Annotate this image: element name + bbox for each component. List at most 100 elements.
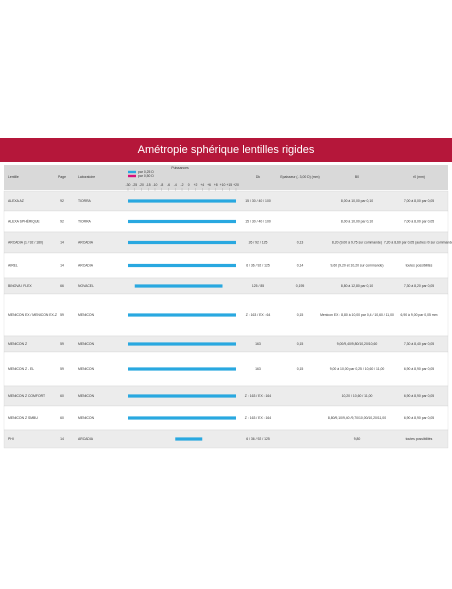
cell: 92 — [60, 199, 64, 203]
scale-label: -20 — [139, 183, 144, 187]
cell: 14 — [60, 437, 64, 441]
cell: MENICON — [78, 342, 95, 346]
cell: 60 — [60, 394, 64, 398]
cell: ALEXA SPHÉRIQUE — [8, 218, 40, 223]
cell: 15 / 30 / 40 / 100 — [245, 219, 271, 223]
cell: 10,20 / 10,60 / 11,00 — [342, 394, 373, 398]
column-header: Page — [58, 175, 66, 179]
cell: 0,13 — [297, 240, 304, 244]
scale-label: -25 — [132, 183, 137, 187]
cell: MENICON Z COMFORT — [8, 394, 45, 398]
range-bar — [128, 394, 236, 398]
cell: 9,80 — [354, 437, 361, 441]
cell: 0,14 — [297, 263, 304, 267]
legend-label: par 0,25 D — [138, 170, 154, 174]
cell: 0,15 — [297, 367, 304, 371]
scale-label: +20 — [233, 183, 239, 187]
column-header: B0 — [355, 175, 359, 179]
legend-swatch — [128, 174, 136, 178]
range-bar — [128, 313, 236, 317]
range-bar — [175, 437, 203, 441]
column-header: r0 (mm) — [413, 175, 425, 179]
cell: 7,30 à 8,40 par 0,05 — [404, 342, 434, 346]
cell: TIORRA — [78, 199, 92, 203]
scale-label: -30 — [126, 183, 131, 187]
cell: 7,00 à 8,00 par 0,05 — [404, 199, 434, 203]
cell: MENICON Z — [8, 342, 27, 346]
cell: 163 — [255, 367, 261, 371]
title-bar — [0, 138, 452, 162]
column-header: Epaisseur (- 3,00 D) (mm) — [280, 175, 319, 179]
cell: ARCADIA (1 / 92 / 180) — [8, 240, 43, 244]
cell: Z : 163 / EX : 64 — [246, 313, 271, 317]
scale-label: +10 — [220, 183, 226, 187]
range-bar — [128, 219, 236, 224]
cell: 59 — [60, 367, 64, 371]
range-bar — [128, 263, 236, 268]
scale-label: +4 — [200, 183, 204, 187]
scale-label: -15 — [146, 183, 151, 187]
title: Amétropie sphérique lentilles rigides — [138, 144, 315, 156]
range-bar — [134, 284, 223, 288]
cell: 6,90 à 8,90 par 0,05 — [404, 367, 434, 371]
cell: 92 — [60, 219, 64, 223]
cell: 9,00/9,40/9,80/10,20/10,60 — [337, 342, 378, 346]
cell: 8,00 à 10,00 par 0,10 — [341, 199, 373, 203]
cell: BINOVA I FLEX — [8, 284, 32, 288]
cell: 8,80/9,10/9,40 /9,70/10,00/10,20/11,00 — [328, 416, 386, 420]
scale-label: -2 — [180, 183, 183, 187]
scale-label: +8 — [214, 183, 218, 187]
scale-label: +15 — [226, 183, 232, 187]
scale-label: 0 — [188, 183, 190, 187]
cell: 7,20 à 8,60 par 0,05 (autres r0 sur comm… — [384, 240, 452, 244]
scale-label: -6 — [167, 183, 170, 187]
header-row — [4, 165, 448, 190]
range-bar — [128, 416, 236, 420]
cell: 8,20 (9,00 à 9,75 sur commande) — [332, 240, 382, 244]
cell: ARCADIA — [78, 437, 94, 441]
cell: 125 / 85 — [252, 284, 264, 288]
cell: 9,00 à 10,00 par 0,25 / 10,60 / 11,00 — [330, 367, 385, 371]
cell: ARCADIA — [78, 263, 94, 267]
range-bar — [128, 342, 236, 346]
cell: 0,195 — [296, 284, 305, 288]
cell: 14 — [60, 240, 64, 244]
table-row — [3, 429, 449, 449]
scale-label: -8 — [160, 183, 163, 187]
cell: 7,00 à 8,00 par 0,05 — [404, 219, 434, 223]
range-bar — [128, 367, 236, 371]
cell: 163 — [255, 342, 261, 346]
cell: 0,15 — [297, 342, 304, 346]
cell: toutes possibilités — [406, 263, 433, 267]
cell: PHI — [8, 437, 14, 441]
cell: MENICON — [78, 313, 95, 317]
cell: Z : 163 / EX : 164 — [245, 416, 272, 420]
cell: 59 — [60, 313, 64, 317]
cell: MENICON Z SMBU — [8, 416, 38, 420]
cell: NOVACEL — [78, 284, 94, 288]
cell: MENICON — [78, 394, 95, 398]
cell: 9,60 (9,20 et 10,20 sur commande) — [331, 263, 384, 267]
column-header: Puissances — [171, 166, 189, 170]
range-bar — [128, 199, 236, 203]
cell: 15 / 30 / 40 / 100 — [245, 199, 271, 203]
cell: MENICON — [78, 416, 95, 420]
scale-label: +6 — [207, 183, 211, 187]
cell: TIORRA — [78, 219, 92, 223]
cell: AIREL — [8, 263, 18, 267]
scale-label: -4 — [174, 183, 177, 187]
cell: 6,90 à 8,90 par 0,05 — [404, 394, 434, 398]
cell: MENICON Z - EL — [8, 367, 34, 371]
cell: Z : 163 / EX : 164 — [245, 394, 272, 398]
column-header: Dk — [256, 175, 260, 179]
cell: 59 — [60, 342, 64, 346]
cell: Menicon EX : 8,80 à 10,00 par 0,4 / 10,6… — [320, 313, 394, 317]
cell: 8,80 à 12,80 par 0,10 — [341, 284, 373, 288]
cell: 60 — [60, 416, 64, 420]
cell: ARCADIA — [78, 240, 94, 244]
cell: 14 — [60, 263, 64, 267]
column-header: Lentille — [8, 175, 19, 179]
cell: MENICON — [78, 367, 95, 371]
cell: ALEXA AZ — [8, 199, 24, 203]
cell: MENICON EX / MENICON EX-Z — [8, 313, 57, 317]
